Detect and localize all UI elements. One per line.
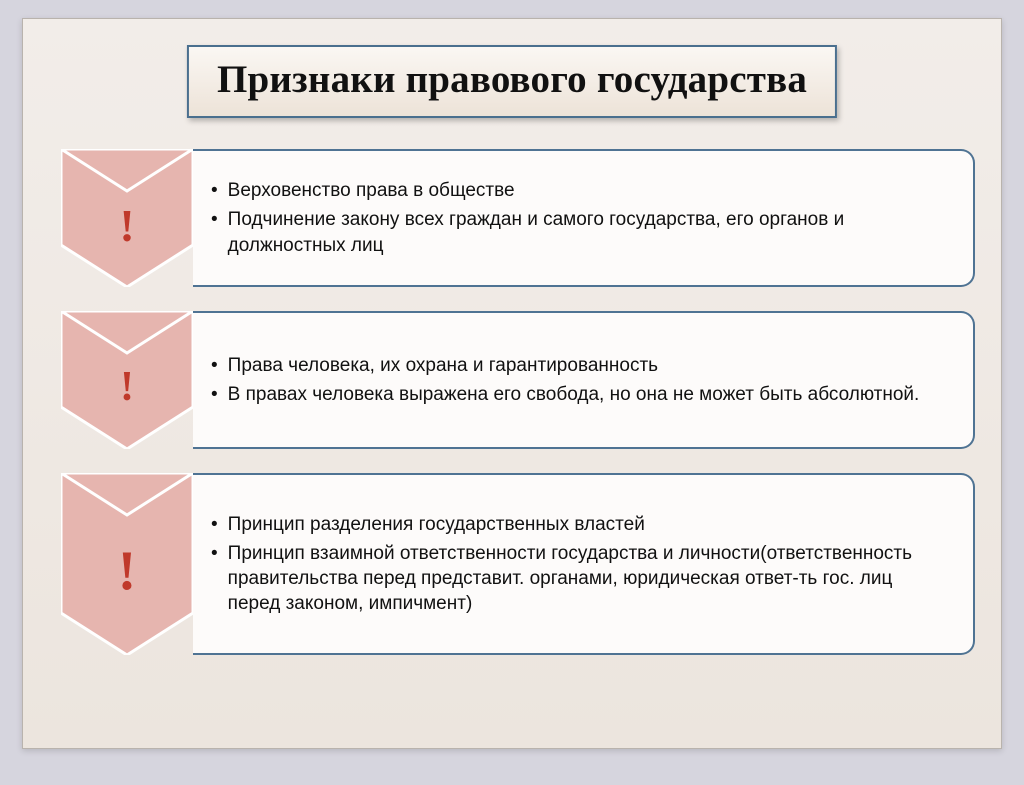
feature-content: • Права человека, их охрана и гарантирова… [193,311,975,449]
bullet-text: Права человека, их охрана и гарантирован… [228,353,658,378]
feature-row: ! • Принцип разделения государственных вла… [61,473,975,655]
bullet-dot-icon: • [211,382,218,407]
bullet-dot-icon: • [211,541,218,566]
exclamation-marker: ! [120,363,134,411]
bullet-line: • В правах человека выражена его свобода,… [211,382,949,407]
bullet-dot-icon: • [211,512,218,537]
bullet-line: • Принцип взаимной ответственности госуда… [211,541,949,616]
chevron-icon: ! [61,149,193,287]
bullet-dot-icon: • [211,207,218,232]
bullet-dot-icon: • [211,353,218,378]
bullet-text: В правах человека выражена его свобода, … [228,382,920,407]
bullet-line: • Подчинение закону всех граждан и самого… [211,207,949,257]
feature-row: ! • Верховенство права в обществе • Подчинен… [61,149,975,287]
bullet-text: Верховенство права в обществе [228,178,515,203]
slide: Признаки правового государства ! • Верхове… [22,18,1002,749]
bullet-dot-icon: • [211,178,218,203]
chevron-icon: ! [61,311,193,449]
slide-title: Признаки правового государства [217,57,807,102]
feature-row: ! • Права человека, их охрана и гарантиров… [61,311,975,449]
bullet-line: • Права человека, их охрана и гарантирова… [211,353,949,378]
exclamation-marker: ! [118,539,137,603]
bullet-text: Принцип разделения государственных власт… [228,512,645,537]
bullet-line: • Верховенство права в обществе [211,178,949,203]
bullet-text: Принцип взаимной ответственности государ… [228,541,949,616]
title-box: Признаки правового государства [187,45,837,118]
bullet-line: • Принцип разделения государственных влас… [211,512,949,537]
feature-content: • Принцип разделения государственных влас… [193,473,975,655]
exclamation-marker: ! [119,199,134,252]
bullet-text: Подчинение закону всех граждан и самого … [228,207,949,257]
feature-content: • Верховенство права в обществе • Подчинени… [193,149,975,287]
chevron-icon: ! [61,473,193,655]
rows-container: ! • Верховенство права в обществе • Подчинен… [61,149,975,679]
